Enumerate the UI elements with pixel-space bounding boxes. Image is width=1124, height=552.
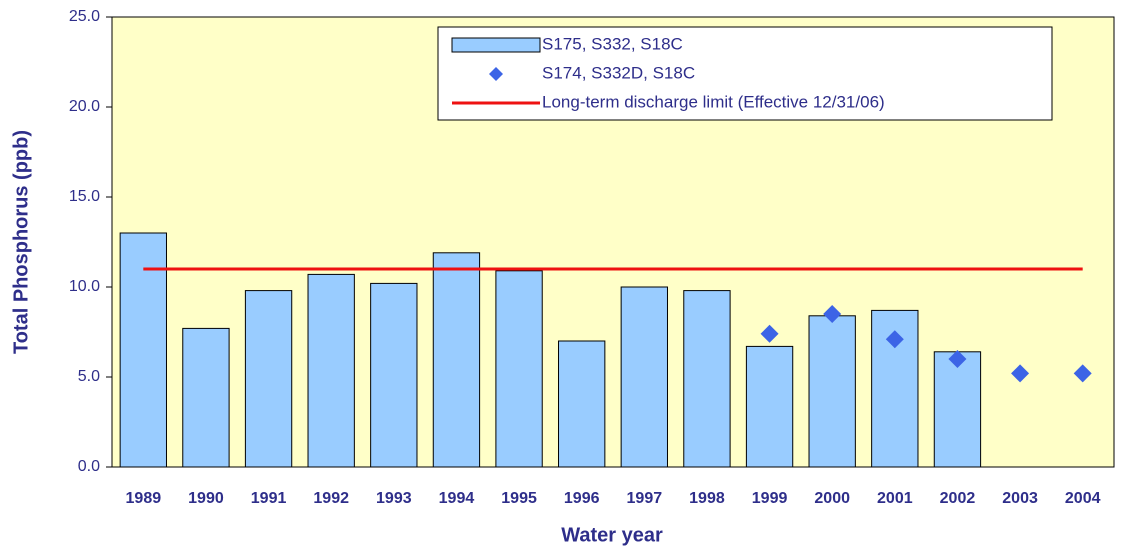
bar — [119, 232, 167, 468]
bar — [370, 282, 418, 468]
x-tick-label: 1990 — [188, 490, 224, 507]
x-tick-label: 2001 — [877, 490, 913, 507]
bar — [620, 286, 668, 468]
bar — [558, 340, 606, 468]
x-tick-label: 1998 — [689, 490, 725, 507]
legend-label: Long-term discharge limit (Effective 12/… — [542, 92, 885, 111]
y-tick-label: 0.0 — [78, 458, 100, 475]
x-axis-title: Water year — [561, 524, 663, 546]
legend-swatch — [451, 37, 541, 53]
x-tick-label: 2000 — [814, 490, 850, 507]
x-tick-label: 1996 — [564, 490, 600, 507]
bar — [683, 290, 731, 468]
bar — [933, 351, 982, 468]
bar — [432, 252, 481, 468]
marker — [1011, 364, 1030, 383]
legend-swatch — [489, 67, 503, 81]
bar — [745, 345, 794, 468]
x-tick-label: 1992 — [313, 490, 349, 507]
bar — [808, 315, 856, 468]
x-tick-label: 2004 — [1065, 490, 1101, 507]
bar — [244, 290, 293, 468]
marker — [885, 330, 904, 349]
marker — [760, 324, 779, 343]
x-tick-label: 1999 — [752, 490, 788, 507]
bar — [182, 327, 230, 468]
y-tick-label: 5.0 — [78, 368, 100, 385]
x-tick-label: 1994 — [439, 490, 475, 507]
y-tick-label: 15.0 — [69, 188, 100, 205]
marker — [823, 305, 842, 323]
y-axis-title: Total Phosphorus (ppb) — [10, 130, 32, 354]
x-tick-label: 2003 — [1002, 490, 1038, 507]
x-tick-label: 1989 — [126, 490, 162, 507]
y-tick-label: 25.0 — [69, 8, 100, 25]
x-tick-label: 1997 — [627, 490, 663, 507]
x-tick-label: 1991 — [251, 490, 287, 507]
y-tick-label: 20.0 — [69, 98, 100, 115]
marker — [1073, 364, 1092, 383]
y-tick-label: 10.0 — [69, 278, 100, 295]
bar — [495, 270, 543, 468]
legend-label: S174, S332D, S18C — [542, 63, 695, 82]
x-tick-label: 1993 — [376, 490, 412, 507]
x-tick-label: 1995 — [501, 490, 537, 507]
x-tick-label: 2002 — [940, 490, 976, 507]
legend-label: S175, S332, S18C — [542, 34, 683, 53]
bar — [307, 273, 355, 468]
marker — [948, 350, 967, 368]
